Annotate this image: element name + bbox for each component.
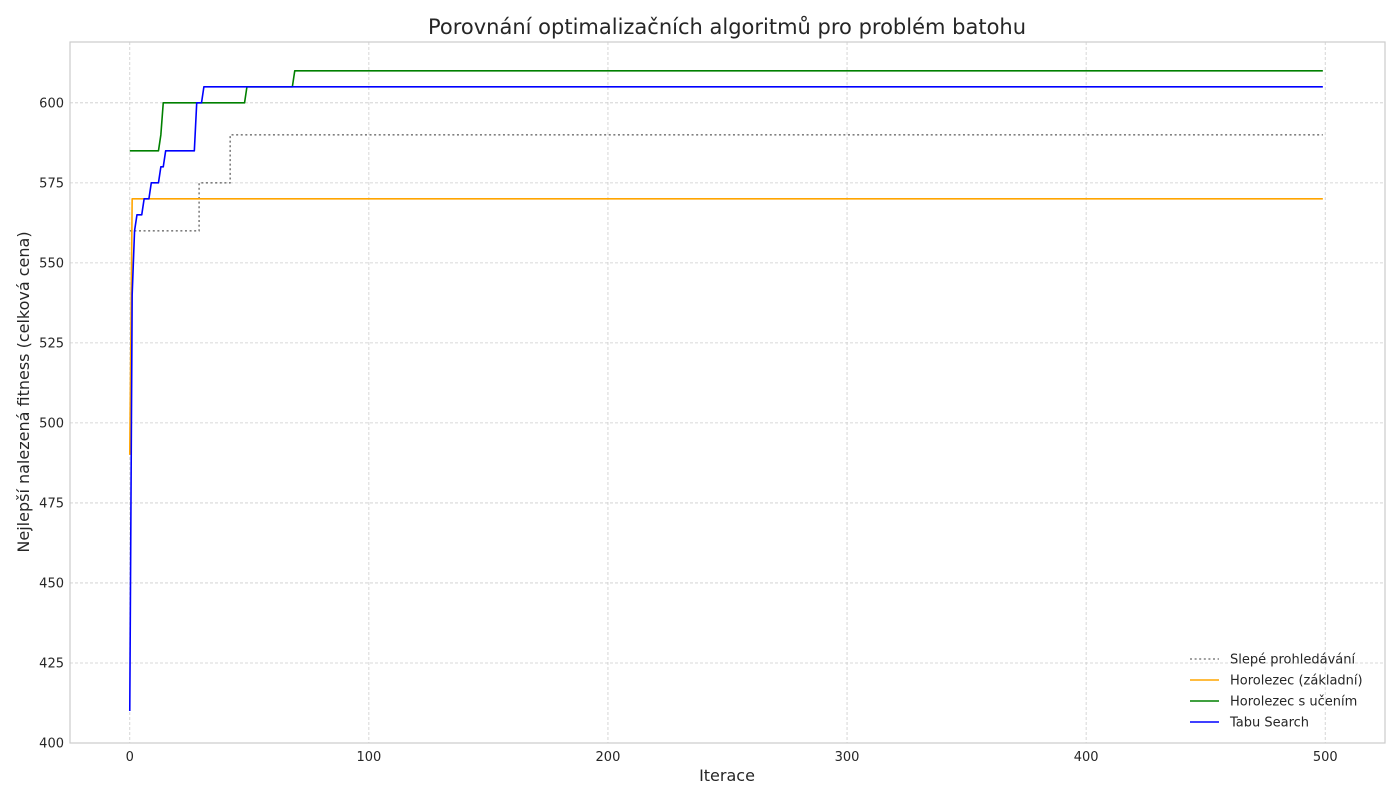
series-line-tabu-search xyxy=(128,86,1323,711)
x-tick-label: 300 xyxy=(835,750,860,765)
y-axis-label: Nejlepší nalezená fitness (celková cena) xyxy=(14,231,33,552)
series-line-horolezec-z-kladn- xyxy=(128,198,1323,455)
y-tick-label: 575 xyxy=(39,176,64,191)
legend-label: Tabu Search xyxy=(1229,716,1309,731)
x-axis-label: Iterace xyxy=(699,766,755,785)
legend-label: Slepé prohledávání xyxy=(1230,653,1355,668)
legend: Slepé prohledávání Horolezec (základní) Ho… xyxy=(1190,653,1363,731)
legend-label: Horolezec s učením xyxy=(1230,695,1357,710)
y-tick-label: 425 xyxy=(39,656,64,671)
x-tick-label: 500 xyxy=(1313,750,1338,765)
plot-frame xyxy=(69,41,1386,744)
tick-labels: 0 100 200 300 400 500 400 425 450 475 500 525 550 575… xyxy=(39,96,1337,765)
x-tick-label: 400 xyxy=(1074,750,1099,765)
y-tick-label: 400 xyxy=(39,737,64,752)
y-tick-label: 600 xyxy=(39,96,64,111)
grid xyxy=(70,42,1385,744)
x-tick-label: 0 xyxy=(126,750,134,765)
chart-title: Porovnání optimalizačních algoritmů pro … xyxy=(428,15,1026,39)
y-tick-label: 525 xyxy=(39,336,64,351)
y-tick-label: 450 xyxy=(39,576,64,591)
y-tick-label: 500 xyxy=(39,416,64,431)
legend-label: Horolezec (základní) xyxy=(1230,674,1363,689)
y-tick-label: 475 xyxy=(39,496,64,511)
y-tick-label: 550 xyxy=(39,256,64,271)
x-tick-label: 100 xyxy=(356,750,381,765)
x-tick-label: 200 xyxy=(596,750,621,765)
series-line-horolezec-s-u-en-m xyxy=(129,70,1323,152)
series-layer xyxy=(128,70,1323,711)
